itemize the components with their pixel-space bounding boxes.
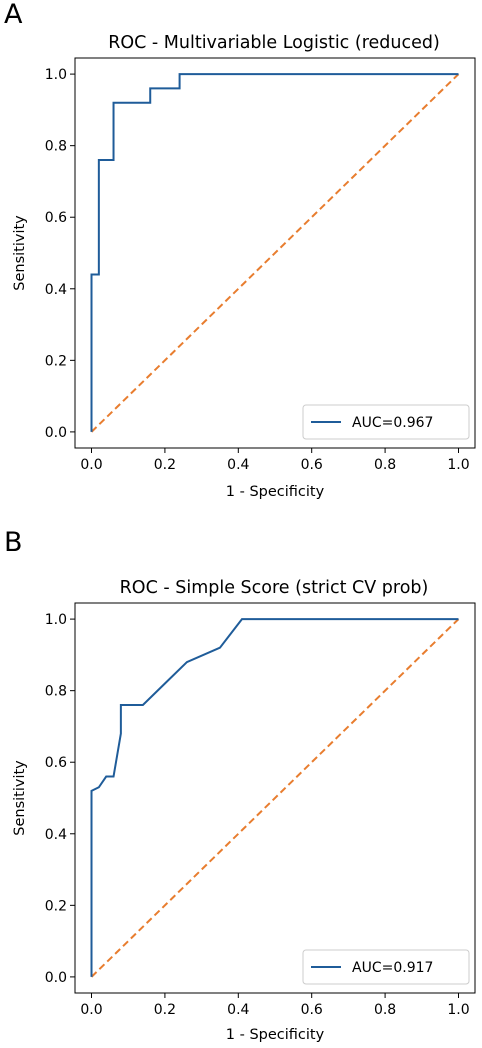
- x-tick-label-b: 1.0: [447, 1002, 469, 1018]
- legend-b: AUC=0.917: [302, 949, 470, 985]
- legend-label-a: AUC=0.967: [352, 415, 433, 431]
- x-tick-label-a: 0.0: [80, 457, 102, 473]
- x-tick-label-b: 0.2: [154, 1002, 176, 1018]
- legend-a: AUC=0.967: [302, 404, 470, 440]
- x-tick-label-b: 0.0: [80, 1002, 102, 1018]
- x-tick-label-a: 0.8: [374, 457, 396, 473]
- y-tick-label-a: 0.6: [45, 210, 67, 226]
- axis-ticks-a: 0.0 0.2 0.4 0.6 0.8 1.0 0.0 0.2 0.4 0.6 0.8 1.0: [45, 67, 470, 473]
- y-tick-label-b: 1.0: [45, 612, 67, 628]
- plot-frame-b: [74, 602, 476, 994]
- roc-curve-line-a: [90, 73, 459, 432]
- y-axis-label-b: Sensitivity: [12, 760, 28, 836]
- x-tick-label-b: 0.6: [301, 1002, 323, 1018]
- y-tick-label-a: 0.2: [45, 353, 67, 369]
- roc-curve-line-b: [90, 618, 459, 977]
- y-tick-label-a: 0.0: [45, 425, 67, 441]
- chart-title-a: ROC - Multivariable Logistic (reduced): [108, 33, 440, 53]
- chart-marks-a: [90, 73, 460, 433]
- y-axis-label-a: Sensitivity: [12, 215, 28, 291]
- plot-frame-a: [74, 57, 476, 449]
- x-tick-label-b: 0.8: [374, 1002, 396, 1018]
- roc-chart-a: ROC - Multivariable Logistic (reduced) 0…: [12, 33, 476, 500]
- axis-ticks-b: 0.0 0.2 0.4 0.6 0.8 1.0 0.0 0.2 0.4 0.6 0.8 1.0: [45, 612, 470, 1018]
- panel-label-a: A: [4, 0, 23, 30]
- chance-diagonal-line-a: [90, 73, 460, 433]
- roc-chart-b: ROC - Simple Score (strict CV prob) 0.0 0…: [12, 578, 476, 1043]
- y-tick-label-b: 0.6: [45, 755, 67, 771]
- roc-panel-a: A ROC - Multivariable Logistic (reduced)…: [4, 0, 476, 500]
- y-tick-label-b: 0.8: [45, 684, 67, 700]
- legend-box-b: [302, 949, 470, 985]
- chart-marks-b: [90, 618, 460, 978]
- y-tick-label-a: 0.8: [45, 139, 67, 155]
- x-tick-label-a: 0.4: [227, 457, 249, 473]
- y-tick-label-b: 0.2: [45, 898, 67, 914]
- y-tick-label-b: 0.4: [45, 827, 67, 843]
- chance-diagonal-line-b: [90, 618, 460, 978]
- y-tick-label-b: 0.0: [45, 970, 67, 986]
- chart-title-b: ROC - Simple Score (strict CV prob): [120, 578, 429, 598]
- x-tick-label-a: 1.0: [447, 457, 469, 473]
- x-tick-label-a: 0.6: [301, 457, 323, 473]
- x-tick-label-a: 0.2: [154, 457, 176, 473]
- legend-label-b: AUC=0.917: [352, 960, 433, 976]
- roc-panel-b: B ROC - Simple Score (strict CV prob) 0.…: [0, 524, 482, 1048]
- x-axis-label-a: 1 - Specificity: [226, 484, 325, 500]
- x-tick-label-b: 0.4: [227, 1002, 249, 1018]
- y-tick-label-a: 1.0: [45, 67, 67, 83]
- y-tick-label-a: 0.4: [45, 282, 67, 298]
- panel-label-b: B: [4, 527, 23, 558]
- x-axis-label-b: 1 - Specificity: [226, 1027, 325, 1043]
- legend-box-a: [302, 404, 470, 440]
